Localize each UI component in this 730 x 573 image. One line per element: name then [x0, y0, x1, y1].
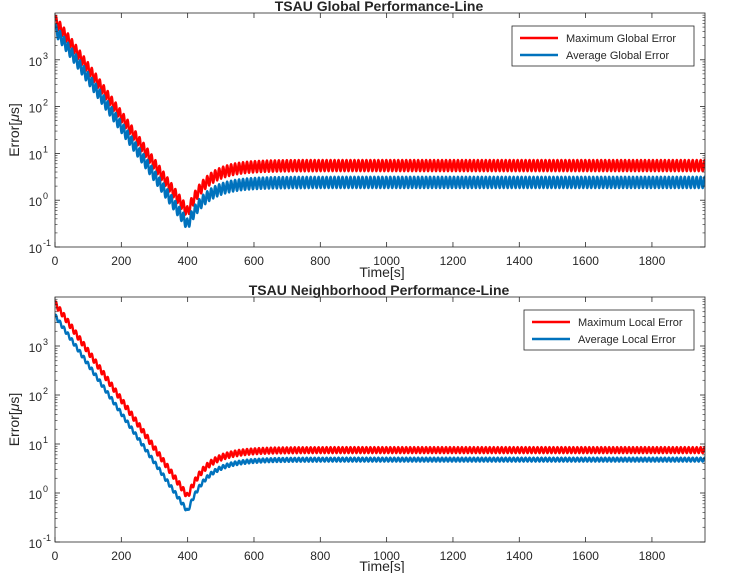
legend-box [523, 309, 695, 351]
y-axis-label-suffix: s] [6, 103, 22, 114]
y-tick-exponent: 1 [43, 144, 48, 154]
y-tick-exponent: 3 [43, 337, 48, 347]
axes-box [54, 296, 706, 543]
x-tick-label: 1800 [639, 549, 666, 563]
y-axis-label: Error[μs] [6, 103, 22, 157]
chart-title: TSAU Global Performance-Line [275, 0, 484, 14]
y-tick-label: 10 [29, 242, 43, 256]
series-line-maximum-local-error [55, 300, 705, 498]
x-tick-label: 1000 [373, 549, 400, 563]
x-tick-label: 600 [244, 254, 264, 268]
x-axis-label: Time[s] [359, 264, 404, 280]
y-tick-label: 10 [29, 537, 43, 551]
y-tick-exponent: 1 [43, 435, 48, 445]
y-axis-label: Error[μs] [6, 393, 22, 447]
x-axis-label: Time[s] [359, 558, 404, 573]
x-tick-label: 200 [111, 549, 131, 563]
legend-entry: Average Global Error [566, 50, 669, 62]
x-tick-label: 800 [310, 549, 330, 563]
legend-entry: Average Local Error [578, 334, 676, 346]
y-axis-label-suffix: s] [6, 393, 22, 404]
x-tick-label: 400 [178, 549, 198, 563]
y-tick-label: 10 [29, 488, 43, 502]
x-tick-label: 0 [52, 254, 59, 268]
x-tick-label: 1200 [440, 254, 467, 268]
y-tick-exponent: 2 [43, 98, 48, 108]
y-axis-label-mu: μ [6, 114, 22, 123]
x-tick-label: 1400 [506, 549, 533, 563]
legend-entry: Maximum Local Error [578, 317, 683, 329]
x-tick-label: 0 [52, 549, 59, 563]
y-tick-label: 10 [29, 439, 43, 453]
y-axis-label-prefix: Error[ [6, 411, 22, 446]
y-tick-exponent: -1 [43, 533, 51, 543]
y-tick-label: 10 [29, 102, 43, 116]
y-tick-label: 10 [29, 195, 43, 209]
x-tick-label: 1400 [506, 254, 533, 268]
series-line-maximum-global-error [55, 14, 705, 216]
y-axis-label-mu: μ [6, 403, 22, 412]
x-tick-label: 1600 [572, 549, 599, 563]
legend-box [511, 25, 695, 67]
x-tick-label: 800 [310, 254, 330, 268]
y-tick-exponent: 0 [43, 484, 48, 494]
x-tick-label: 1000 [373, 254, 400, 268]
x-tick-label: 400 [178, 254, 198, 268]
y-axis-label-prefix: Error[ [6, 122, 22, 157]
y-tick-exponent: 0 [43, 191, 48, 201]
y-tick-label: 10 [29, 148, 43, 162]
y-tick-label: 10 [29, 341, 43, 355]
x-tick-label: 1600 [572, 254, 599, 268]
y-tick-label: 10 [29, 55, 43, 69]
series-line-average-global-error [55, 23, 705, 229]
chart-title: TSAU Neighborhood Performance-Line [249, 282, 510, 298]
series-line-average-local-error [55, 313, 705, 512]
x-tick-label: 600 [244, 549, 264, 563]
y-tick-exponent: 3 [43, 51, 48, 61]
x-tick-label: 1800 [639, 254, 666, 268]
y-tick-exponent: 2 [43, 386, 48, 396]
axes-box [54, 12, 706, 248]
legend-entry: Maximum Global Error [566, 33, 676, 45]
x-tick-label: 200 [111, 254, 131, 268]
y-tick-exponent: -1 [43, 238, 51, 248]
y-tick-label: 10 [29, 390, 43, 404]
x-tick-label: 1200 [440, 549, 467, 563]
